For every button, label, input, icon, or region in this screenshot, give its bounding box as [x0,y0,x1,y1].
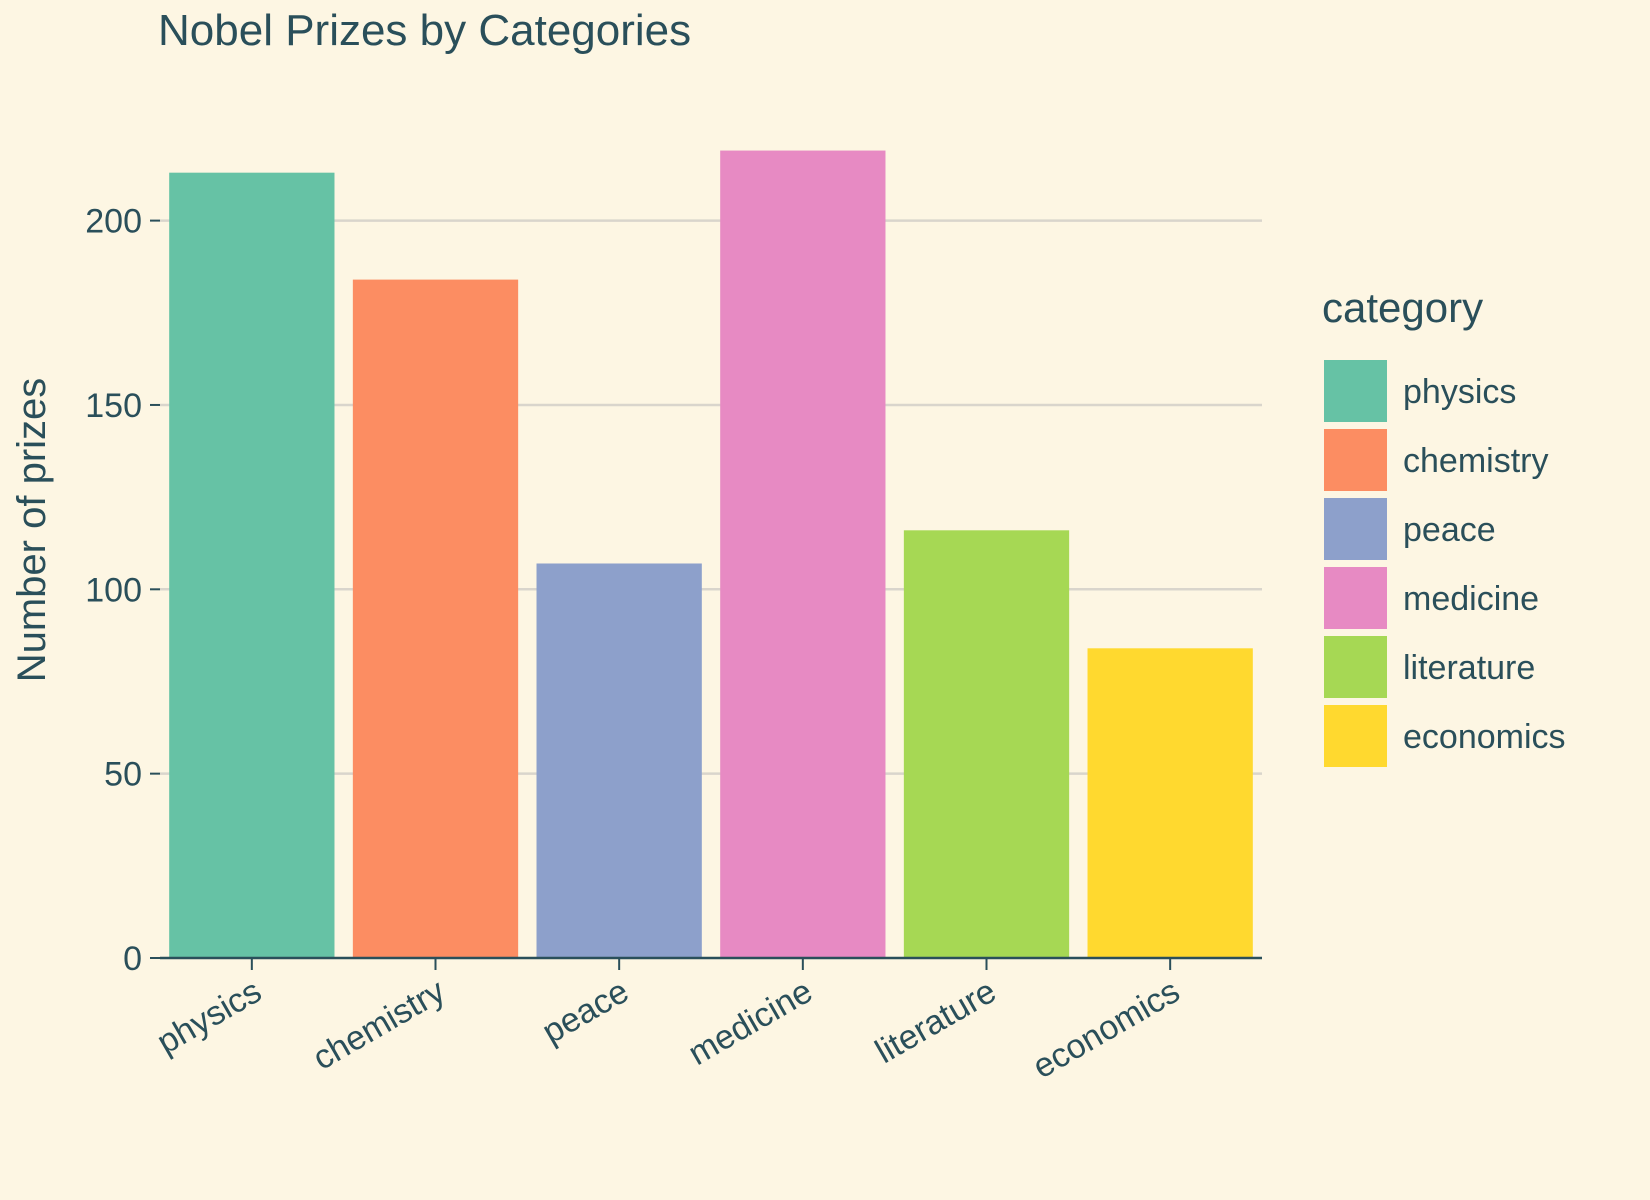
y-tick-label-150: 150 [85,387,142,425]
legend-label-peace: peace [1403,511,1496,549]
chart-title: Nobel Prizes by Categories [158,6,691,55]
y-tick-label-50: 50 [104,756,142,794]
x-tick-label-economics: economics [1026,972,1186,1086]
bar-economics [1087,648,1253,958]
legend-title: category [1322,284,1483,331]
legend-swatch-economics [1324,705,1387,767]
x-axis: physics chemistry peace medicine literature e… [151,956,1262,1086]
y-axis-label: Number of prizes [10,378,54,683]
bar-literature [903,530,1070,958]
legend-swatch-peace [1324,498,1387,560]
x-tick-label-chemistry: chemistry [307,972,452,1078]
x-tick-label-literature: literature [869,972,1003,1071]
y-tick-label-100: 100 [85,571,142,609]
legend-swatch-literature [1324,636,1387,698]
legend-label-chemistry: chemistry [1403,442,1548,480]
bar-peace [536,563,702,958]
legend: category physics chemistry peace medicine li… [1322,284,1566,767]
y-tick-label-0: 0 [123,940,142,978]
x-tick-label-medicine: medicine [682,972,819,1073]
legend-label-literature: literature [1403,649,1535,687]
bars [169,150,1253,959]
legend-swatch-medicine [1324,567,1387,629]
x-tick-label-peace: peace [536,972,635,1051]
legend-swatch-physics [1324,360,1387,422]
gridlines [160,219,1262,775]
x-tick-label-physics: physics [151,972,268,1062]
bar-chemistry [352,279,519,959]
y-axis: 0 50 100 150 200 [85,203,160,978]
legend-label-physics: physics [1403,373,1516,411]
bar-physics [169,172,335,959]
legend-swatch-chemistry [1324,429,1387,491]
legend-label-economics: economics [1403,718,1566,756]
legend-label-medicine: medicine [1403,580,1539,618]
y-tick-label-200: 200 [85,203,142,241]
bar-medicine [720,150,886,958]
